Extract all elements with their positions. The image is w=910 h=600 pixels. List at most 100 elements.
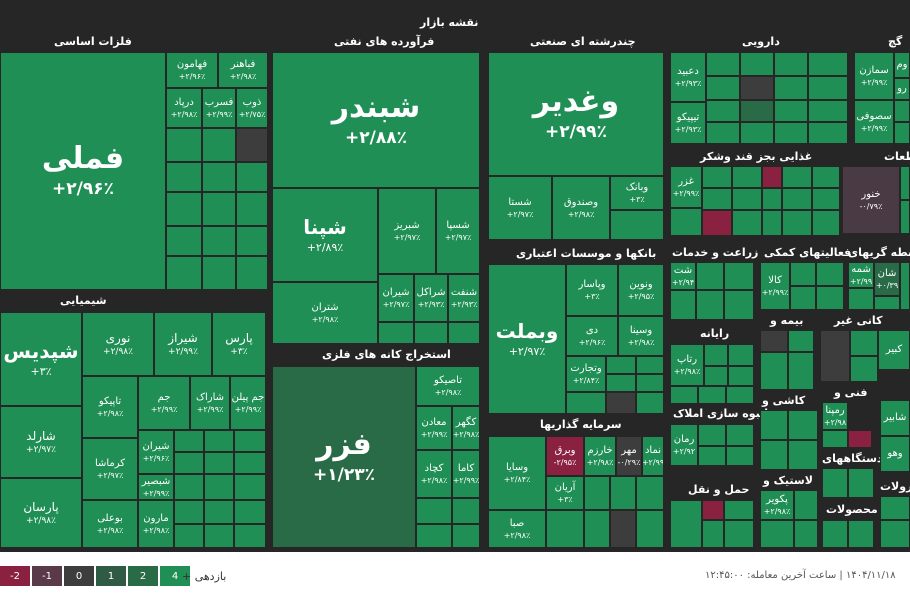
tile-filler[interactable]: [174, 452, 204, 474]
tile-filler[interactable]: [724, 290, 754, 320]
tile-filler[interactable]: [202, 128, 236, 162]
tile-khanvar[interactable]: خنور -۰/۷۹٪: [842, 166, 900, 234]
tile-filler[interactable]: [234, 474, 266, 500]
tile-filler[interactable]: [822, 430, 848, 448]
tile-vepasar[interactable]: وپاسار +۳٪: [566, 264, 618, 316]
tile-filler[interactable]: [610, 210, 664, 240]
tile-ratap[interactable]: رتاپ +۲/۹۸٪: [670, 344, 704, 386]
tile-filler[interactable]: [788, 352, 814, 390]
tile-filler[interactable]: [762, 210, 782, 236]
tile-filler[interactable]: [774, 122, 808, 144]
tile-filler[interactable]: [702, 188, 732, 210]
tile-filler[interactable]: [728, 344, 754, 366]
tile-filler[interactable]: [760, 330, 788, 352]
tile-filler[interactable]: [760, 410, 788, 440]
tile-filler[interactable]: [610, 510, 636, 548]
tile-filler[interactable]: [204, 474, 234, 500]
tile-mehr[interactable]: مهر -۰/۲۹٪: [616, 436, 642, 476]
tile-filler[interactable]: [808, 52, 848, 76]
tile-filler[interactable]: [174, 430, 204, 452]
tile-filler[interactable]: [236, 128, 268, 162]
tile-filler[interactable]: [166, 128, 202, 162]
tile-fameli[interactable]: فملی +۲/۹۶٪: [0, 52, 166, 290]
tile-filler[interactable]: [702, 500, 724, 520]
legend-swatch-minus-1[interactable]: -1: [32, 566, 62, 586]
tile-filler[interactable]: [202, 226, 236, 256]
tile-partial-ro[interactable]: رو: [894, 78, 910, 100]
tile-filler[interactable]: [204, 452, 234, 474]
tile-filler[interactable]: [850, 356, 878, 382]
tile-filler[interactable]: [894, 122, 910, 144]
tile-filler[interactable]: [808, 122, 848, 144]
tile-shiraz[interactable]: شیراز +۲/۹۹٪: [154, 312, 212, 376]
tile-booali[interactable]: بوعلی +۲/۹۸٪: [82, 500, 138, 548]
tile-filler[interactable]: [174, 500, 204, 524]
tile-filler[interactable]: [732, 166, 762, 188]
tile-shasta[interactable]: شستا +۲/۹۷٪: [488, 176, 552, 240]
tile-vabemellat[interactable]: وبملت +۲/۹۷٪: [488, 264, 566, 414]
tile-filler[interactable]: [416, 498, 452, 524]
tile-filler[interactable]: [822, 468, 848, 498]
tile-filler[interactable]: [740, 52, 774, 76]
tile-filler[interactable]: [900, 262, 910, 310]
tile-filler[interactable]: [900, 200, 910, 234]
tile-filler[interactable]: [234, 524, 266, 548]
tile-dorpad[interactable]: درپاد +۲/۹۸٪: [166, 88, 202, 128]
tile-filler[interactable]: [236, 256, 268, 290]
tile-filler[interactable]: [204, 500, 234, 524]
tile-parsan[interactable]: پارسان +۲/۹۸٪: [0, 478, 82, 548]
tile-filler[interactable]: [762, 188, 782, 210]
tile-rampna[interactable]: رمپنا +۲/۹۸: [822, 402, 848, 430]
tile-filler[interactable]: [790, 286, 816, 310]
tile-filler[interactable]: [234, 452, 266, 474]
tile-shesepa[interactable]: شسپا +۲/۹۷٪: [436, 188, 480, 274]
tile-vetejarat[interactable]: وتجارت +۲/۸۴٪: [566, 356, 606, 392]
tile-filler[interactable]: [636, 356, 664, 374]
tile-venovin[interactable]: ونوین +۲/۹۵٪: [618, 264, 664, 316]
tile-filler[interactable]: [822, 520, 848, 548]
tile-zob[interactable]: ذوب +۲/۷۵٪: [236, 88, 268, 128]
tile-filler[interactable]: [740, 76, 774, 100]
tile-roman[interactable]: رمان +۲/۹۲: [670, 424, 698, 466]
tile-ghazar[interactable]: غزر +۲/۹۹٪: [670, 166, 702, 208]
tile-filler[interactable]: [584, 510, 610, 548]
tile-filler[interactable]: [848, 520, 874, 548]
tile-filler[interactable]: [636, 374, 664, 392]
tile-shat[interactable]: شت +۲/۹۴: [670, 262, 696, 290]
tile-shepna[interactable]: شپنا +۲/۸۹٪: [272, 188, 378, 282]
tile-filler[interactable]: [724, 500, 754, 520]
tile-filler[interactable]: [166, 226, 202, 256]
tile-dey[interactable]: دی +۲/۹۶٪: [566, 316, 618, 356]
tile-samazen[interactable]: سمازن +۲/۹۹٪: [854, 52, 894, 100]
tile-filler[interactable]: [820, 330, 850, 382]
tile-filler[interactable]: [378, 322, 414, 344]
tile-filler[interactable]: [900, 166, 910, 200]
tile-vesandoogh[interactable]: وصندوق +۲/۹۸٪: [552, 176, 610, 240]
tile-filler[interactable]: [874, 296, 900, 310]
tile-saba[interactable]: صبا +۲/۹۸٪: [488, 510, 546, 548]
tile-filler[interactable]: [726, 446, 754, 466]
tile-filler[interactable]: [236, 226, 268, 256]
tile-filler[interactable]: [702, 210, 732, 236]
tile-filler[interactable]: [894, 100, 910, 122]
tile-filler[interactable]: [670, 386, 698, 404]
tile-partial-vom[interactable]: وم: [894, 52, 910, 78]
tile-filler[interactable]: [702, 166, 732, 188]
tile-sharld[interactable]: شارلد +۲/۹۷٪: [0, 406, 82, 478]
tile-filler[interactable]: [790, 262, 816, 286]
tile-filler[interactable]: [850, 330, 878, 356]
tile-filler[interactable]: [704, 366, 728, 386]
tile-noori[interactable]: نوری +۲/۹۸٪: [82, 312, 154, 376]
tile-vabargh[interactable]: وبرق -۲/۹۵٪: [546, 436, 584, 476]
tile-filler[interactable]: [610, 476, 636, 510]
tile-filler[interactable]: [726, 386, 754, 404]
tile-filler[interactable]: [698, 386, 726, 404]
tile-filler[interactable]: [174, 524, 204, 548]
tile-filler[interactable]: [880, 496, 910, 520]
tile-dabid[interactable]: دعبید +۲/۹۳٪: [670, 52, 706, 102]
tile-filler[interactable]: [584, 476, 610, 510]
tile-shemeh[interactable]: شمه +۲/۹۹: [848, 262, 874, 288]
tile-shabandar[interactable]: شبندر +۲/۸۸٪: [272, 52, 480, 188]
tile-shabir[interactable]: شابیر: [880, 400, 910, 436]
tile-filler[interactable]: [760, 440, 788, 470]
